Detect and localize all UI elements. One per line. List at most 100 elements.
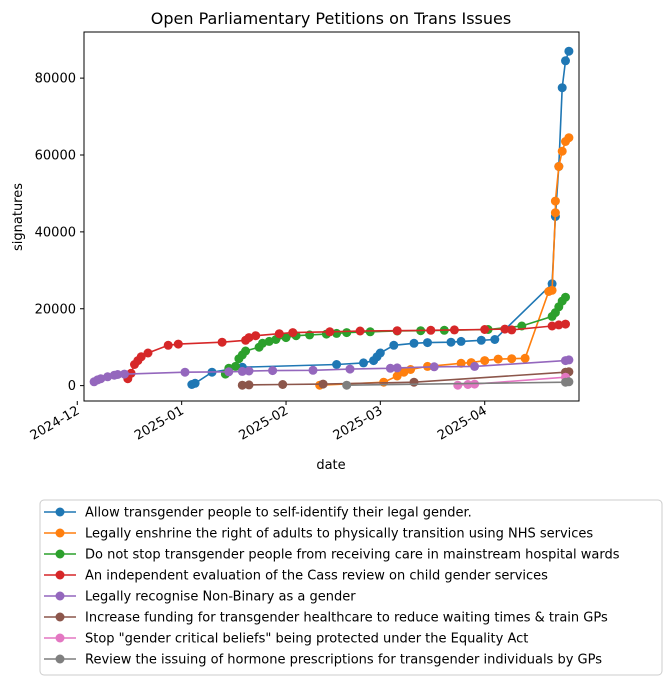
x-axis-label: date [316,458,345,473]
legend-marker-1 [55,528,65,538]
legend-label-0: Allow transgender people to self-identif… [85,506,472,521]
legend-label-7: Review the issuing of hormone prescripti… [85,653,602,668]
legend: Allow transgender people to self-identif… [39,499,663,676]
series-line-1 [319,137,570,386]
x-tick-label-4: 2025-04 [435,403,490,443]
legend-marker-0 [55,507,65,517]
data-point-4-9 [237,366,247,376]
data-point-2-26 [561,292,570,302]
data-point-1-4 [406,365,416,374]
data-point-1-8 [480,356,490,366]
legend-marker-3 [55,570,65,580]
data-point-3-7 [173,339,183,349]
legend-label-3: An independent evaluation of the Cass re… [85,569,548,584]
data-point-3-15 [355,326,365,336]
data-point-0-20 [561,56,570,66]
data-point-1-9 [493,354,503,364]
data-point-4-17 [470,361,480,371]
data-point-4-2 [96,374,106,384]
data-point-0-14 [476,335,486,345]
legend-label-1: Legally enshrine the right of adults to … [85,527,593,542]
data-point-1-14 [550,208,560,218]
legend-label-6: Stop "gender critical beliefs" being pro… [85,632,528,647]
data-point-4-10 [244,366,254,376]
legend-marker-7 [55,654,65,664]
data-point-4-13 [345,364,355,374]
data-point-3-13 [288,328,298,338]
data-point-1-15 [550,196,560,206]
data-point-1-10 [507,354,517,364]
data-point-7-2 [564,377,574,387]
data-point-0-4 [332,360,342,369]
axes-frame [83,31,580,402]
data-point-0-9 [389,340,399,350]
data-point-1-6 [456,358,466,368]
x-tick-label-1: 2025-01 [132,403,187,443]
data-point-3-16 [392,326,402,336]
data-point-4-8 [224,367,234,377]
data-point-3-22 [547,321,557,331]
data-point-3-11 [251,331,261,341]
data-point-3-24 [561,319,570,329]
data-point-3-20 [500,324,510,334]
legend-label-2: Do not stop transgender people from rece… [85,548,620,563]
data-point-4-5 [113,370,123,379]
data-point-0-11 [423,338,432,348]
data-point-6-1 [463,380,473,389]
data-point-3-18 [449,325,459,335]
data-point-3-4 [136,352,146,362]
legend-marker-2 [55,549,65,559]
y-axis-label: signatures [11,183,26,251]
x-tick-label-3: 2025-03 [331,403,386,443]
data-point-2-16 [365,327,375,337]
data-point-6-0 [453,380,463,390]
data-point-0-21 [564,46,574,56]
chart-title: Open Parliamentary Petitions on Trans Is… [151,9,511,28]
data-point-3-23 [554,320,564,330]
data-point-3-8 [217,337,227,347]
data-point-4-15 [392,363,402,373]
data-point-4-6 [119,369,129,379]
legend-marker-6 [55,633,65,643]
y-tick-label-3: 60000 [35,149,76,164]
y-tick-label-1: 20000 [35,302,76,317]
data-point-7-0 [342,380,352,390]
data-point-3-21 [507,325,517,335]
data-point-4-19 [564,355,574,365]
y-tick-label-4: 80000 [35,72,76,87]
data-point-3-14 [325,327,335,337]
data-point-0-19 [557,83,567,93]
data-point-3-12 [274,329,284,339]
legend-marker-5 [55,612,65,622]
data-point-5-0 [237,380,247,390]
data-point-3-17 [426,325,436,335]
x-tick-label-2: 2025-02 [236,403,291,443]
data-point-1-13 [547,285,557,295]
data-point-0-13 [456,336,466,346]
data-point-4-12 [308,365,318,375]
legend-box [39,499,663,676]
x-axis: 2024-12 2025-01 2025-02 2025-03 2025-04 [28,401,490,444]
data-point-3-6 [163,340,173,350]
data-point-0-15 [490,335,500,344]
x-tick-label-0: 2024-12 [28,403,83,443]
data-point-2-15 [342,328,352,338]
data-point-5-2 [278,380,288,389]
data-point-0-8 [375,348,385,358]
y-tick-label-0: 0 [68,379,76,394]
data-point-5-3 [318,379,328,389]
data-point-0-1 [190,378,200,388]
data-point-2-5 [241,346,251,356]
data-point-0-12 [446,337,456,347]
legend-label-5: Increase funding for transgender healthc… [85,611,608,626]
data-point-0-5 [359,358,368,368]
y-axis: 0 20000 40000 60000 80000 [35,72,84,394]
data-point-4-16 [429,362,439,372]
data-point-1-17 [557,146,567,156]
data-point-2-2 [231,361,240,371]
y-tick-label-2: 40000 [35,225,76,240]
data-point-3-5 [143,348,153,358]
data-point-1-2 [392,371,402,381]
data-point-1-19 [564,133,574,143]
